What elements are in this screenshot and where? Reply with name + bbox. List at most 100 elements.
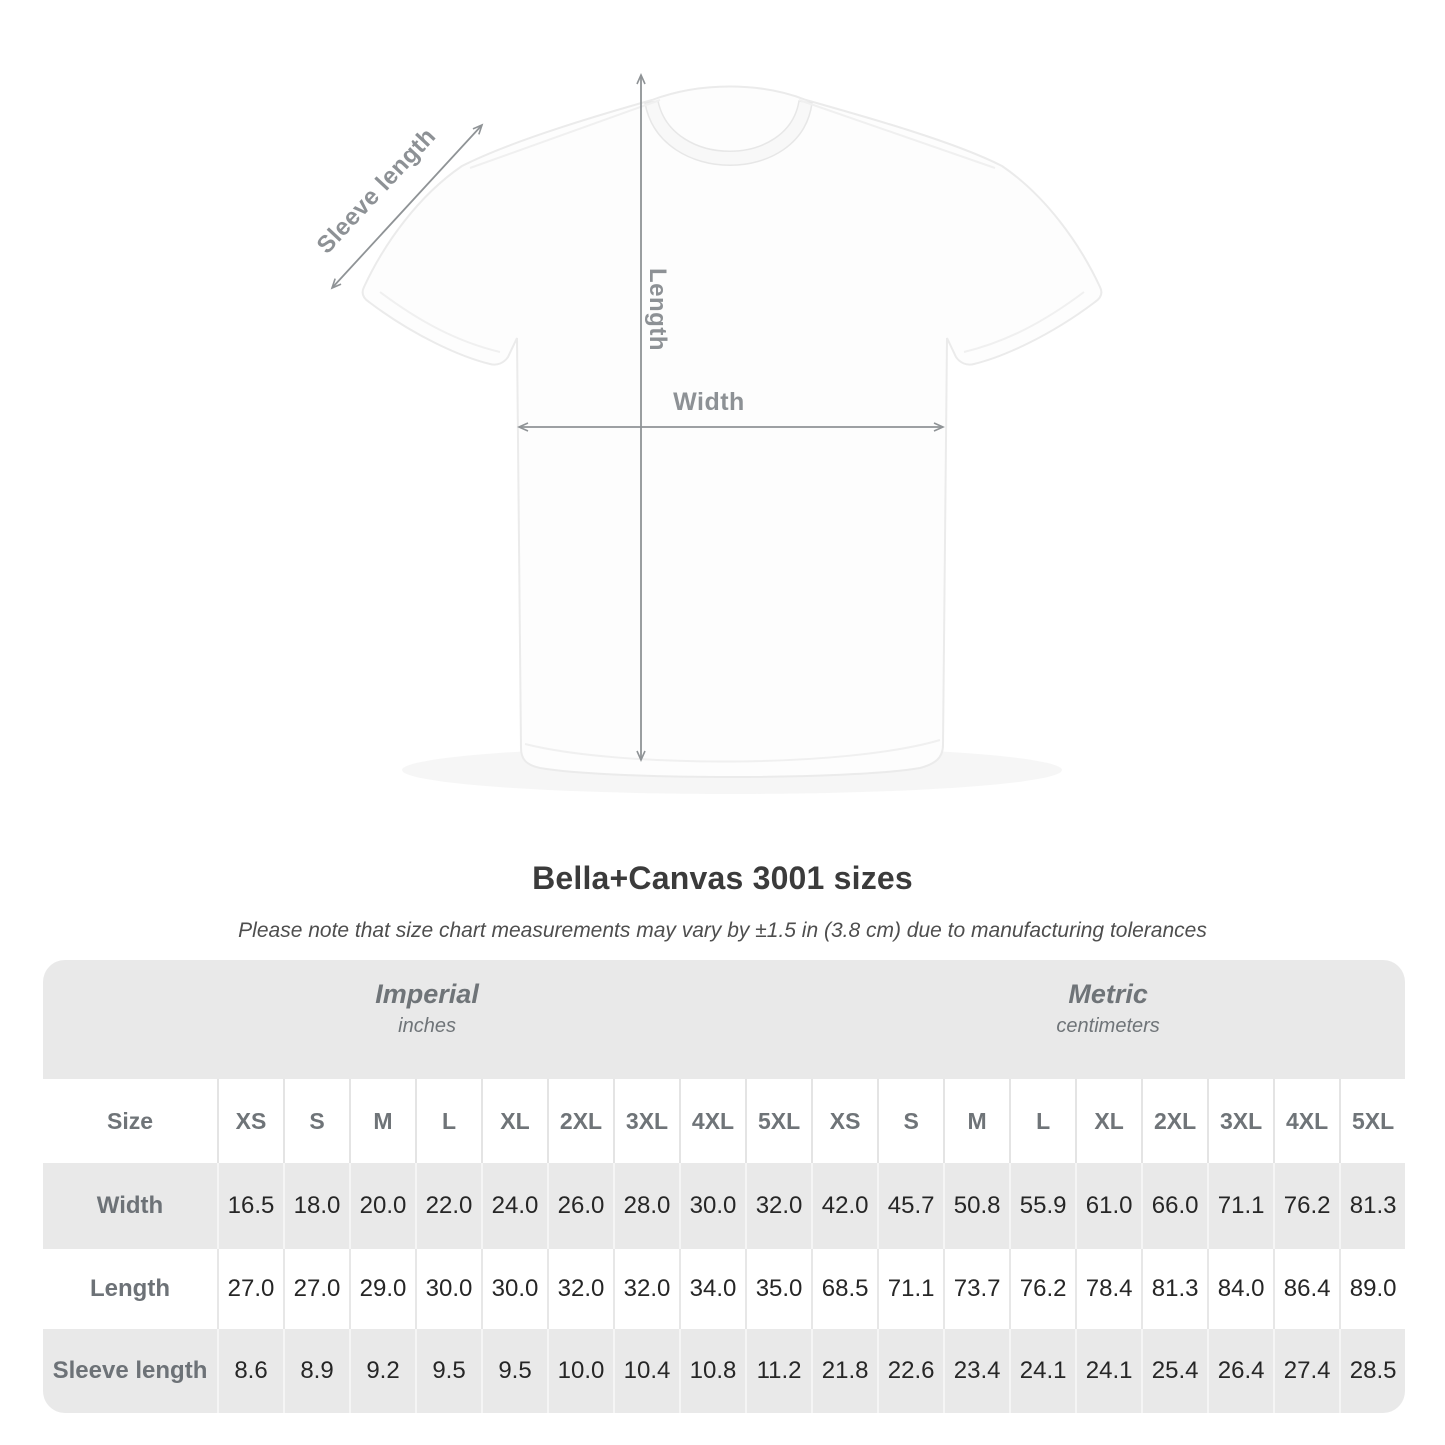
size-col-header-imperial-3xl: 3XL: [613, 1079, 679, 1163]
measurement-row-width: Width 16.5 18.0 20.0 22.0 24.0 26.0 28.0 30.0 32.…: [43, 1163, 1405, 1249]
measurement-cell: 30.0: [679, 1163, 745, 1249]
measurement-cell: 27.0: [283, 1249, 349, 1329]
measurement-cell: 28.0: [613, 1163, 679, 1249]
measurement-cell: 9.5: [415, 1329, 481, 1413]
size-col-header-metric-4xl: 4XL: [1273, 1079, 1340, 1163]
measurement-cell: 32.0: [745, 1163, 812, 1249]
size-col-header-imperial-m: M: [349, 1079, 415, 1163]
measurement-cell: 45.7: [877, 1163, 944, 1249]
measurement-cell: 26.4: [1207, 1329, 1274, 1413]
measurement-cell: 55.9: [1009, 1163, 1076, 1249]
size-col-header-metric-l: L: [1009, 1079, 1076, 1163]
collar-band: [644, 100, 813, 166]
size-col-header-metric-5xl: 5XL: [1339, 1079, 1405, 1163]
tshirt-measurement-diagram: Sleeve length Length Width: [311, 73, 1103, 778]
measurement-cell: 66.0: [1141, 1163, 1208, 1249]
measurement-cell: 76.2: [1009, 1249, 1076, 1329]
width-label: Width: [673, 388, 745, 416]
measurement-cell: 10.0: [547, 1329, 613, 1413]
measurement-cell: 50.8: [943, 1163, 1010, 1249]
measurement-cell: 26.0: [547, 1163, 613, 1249]
imperial-label: Imperial: [375, 979, 479, 1009]
size-header-row: Size XS S M L XL 2XL 3XL 4XL 5XL XS S M L XL 2XL 3XL 4XL…: [43, 1079, 1405, 1163]
measurement-cell: 71.1: [877, 1249, 944, 1329]
measurement-cell: 71.1: [1207, 1163, 1274, 1249]
cuff-seam-left: [379, 291, 501, 353]
row-label: Length: [43, 1249, 217, 1329]
hem-seam: [524, 739, 941, 763]
imperial-group-header: Imperial inches: [43, 960, 812, 1079]
measurement-cell: 9.2: [349, 1329, 415, 1413]
unit-band-row: Imperial inches Metric centimeters: [43, 960, 1405, 1079]
imperial-unit: inches: [398, 1015, 456, 1038]
measurement-cell: 27.0: [217, 1249, 283, 1329]
measurement-cell: 61.0: [1075, 1163, 1142, 1249]
size-col-header-metric-3xl: 3XL: [1207, 1079, 1274, 1163]
size-chart: Imperial inches Metric centimeters Size …: [43, 960, 1405, 1413]
size-col-header-metric-m: M: [943, 1079, 1010, 1163]
measurement-cell: 28.5: [1339, 1329, 1405, 1413]
measurement-cell: 23.4: [943, 1329, 1010, 1413]
size-col-header-imperial-5xl: 5XL: [745, 1079, 812, 1163]
measurement-row-sleeve-length: Sleeve length 8.6 8.9 9.2 9.5 9.5 10.0 10.4 10.8…: [43, 1329, 1405, 1413]
size-header-label: Size: [43, 1079, 217, 1163]
measurement-cell: 24.1: [1009, 1329, 1076, 1413]
size-col-header-imperial-s: S: [283, 1079, 349, 1163]
measurement-cell: 22.6: [877, 1329, 944, 1413]
measurement-cell: 89.0: [1339, 1249, 1405, 1329]
size-col-header-metric-xs: XS: [811, 1079, 878, 1163]
size-col-header-imperial-xs: XS: [217, 1079, 283, 1163]
measurement-cell: 8.6: [217, 1329, 283, 1413]
page-title: Bella+Canvas 3001 sizes: [532, 860, 913, 896]
size-chart-table: Imperial inches Metric centimeters Size …: [43, 960, 1405, 1413]
measurement-row-length: Length 27.0 27.0 29.0 30.0 30.0 32.0 32.0 34.0 35…: [43, 1249, 1405, 1329]
metric-group-header: Metric centimeters: [811, 960, 1405, 1079]
shoulder-seam-right: [798, 99, 996, 169]
measurement-cell: 27.4: [1273, 1329, 1340, 1413]
measurement-cell: 68.5: [811, 1249, 878, 1329]
measurement-cell: 24.0: [481, 1163, 547, 1249]
row-label: Width: [43, 1163, 217, 1249]
tshirt-body: [361, 85, 1103, 778]
size-col-header-metric-2xl: 2XL: [1141, 1079, 1208, 1163]
sleeve-length-arrow: [330, 123, 484, 290]
size-col-header-metric-xl: XL: [1075, 1079, 1142, 1163]
measurement-cell: 81.3: [1339, 1163, 1405, 1249]
measurement-cell: 22.0: [415, 1163, 481, 1249]
measurement-cell: 8.9: [283, 1329, 349, 1413]
measurement-cell: 16.5: [217, 1163, 283, 1249]
cuff-seam-right: [963, 291, 1085, 353]
metric-unit: centimeters: [1056, 1015, 1160, 1038]
measurement-cell: 21.8: [811, 1329, 878, 1413]
measurement-cell: 25.4: [1141, 1329, 1208, 1413]
measurement-cell: 35.0: [745, 1249, 812, 1329]
measurement-cell: 9.5: [481, 1329, 547, 1413]
measurement-cell: 84.0: [1207, 1249, 1274, 1329]
measurement-cell: 32.0: [613, 1249, 679, 1329]
measurement-cell: 29.0: [349, 1249, 415, 1329]
measurement-cell: 32.0: [547, 1249, 613, 1329]
measurement-cell: 10.4: [613, 1329, 679, 1413]
measurement-cell: 20.0: [349, 1163, 415, 1249]
shoulder-seam-left: [469, 99, 661, 169]
size-col-header-metric-s: S: [877, 1079, 944, 1163]
measurement-cell: 24.1: [1075, 1329, 1142, 1413]
measurement-cell: 73.7: [943, 1249, 1010, 1329]
measurement-cell: 86.4: [1273, 1249, 1340, 1329]
measurement-cell: 11.2: [745, 1329, 812, 1413]
measurement-cell: 81.3: [1141, 1249, 1208, 1329]
measurement-cell: 34.0: [679, 1249, 745, 1329]
measurement-cell: 30.0: [415, 1249, 481, 1329]
tshirt-diagram-svg: Sleeve length Length Width: [311, 73, 1103, 778]
measurement-cell: 78.4: [1075, 1249, 1142, 1329]
measurement-cell: 76.2: [1273, 1163, 1340, 1249]
measurement-cell: 18.0: [283, 1163, 349, 1249]
tolerance-note: Please note that size chart measurements…: [238, 919, 1207, 942]
size-col-header-imperial-2xl: 2XL: [547, 1079, 613, 1163]
length-label: Length: [644, 268, 671, 351]
row-label: Sleeve length: [43, 1329, 217, 1413]
size-col-header-imperial-4xl: 4XL: [679, 1079, 745, 1163]
size-chart-body: Width 16.5 18.0 20.0 22.0 24.0 26.0 28.0 30.0 32.…: [43, 1163, 1405, 1413]
measurement-cell: 42.0: [811, 1163, 878, 1249]
measurement-cell: 10.8: [679, 1329, 745, 1413]
